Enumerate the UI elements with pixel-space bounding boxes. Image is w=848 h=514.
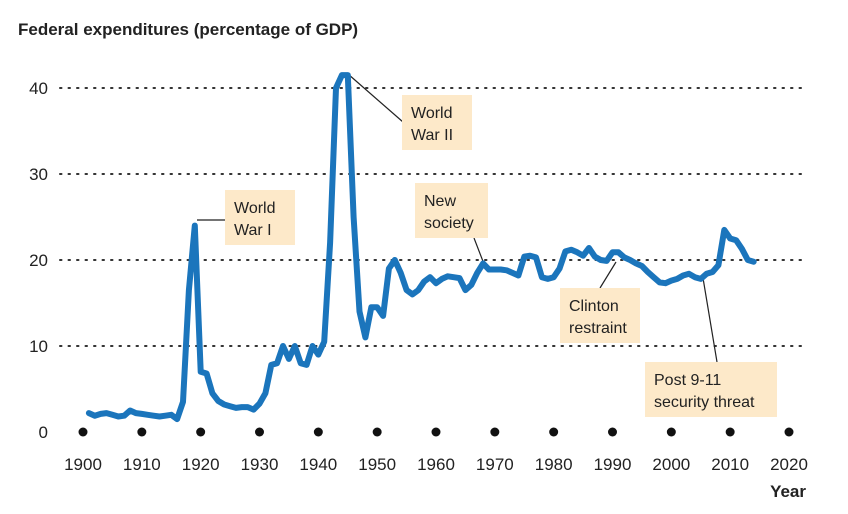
x-tick-label: 1990: [594, 455, 632, 474]
annotation-background: [225, 190, 295, 245]
x-tick-dot: [137, 427, 147, 437]
x-tick-label: 1950: [358, 455, 396, 474]
annotation-box: World War I: [225, 190, 295, 245]
x-axis-dots: [78, 427, 794, 437]
y-tick-label: 40: [29, 79, 48, 98]
x-tick-label: 1940: [299, 455, 337, 474]
annotation-box: New society: [415, 183, 488, 238]
x-tick-dot: [784, 427, 794, 437]
x-tick-label: 1980: [535, 455, 573, 474]
y-tick-label: 0: [39, 423, 48, 442]
annotation-leader: [473, 237, 485, 265]
x-tick-dot: [372, 427, 382, 437]
annotation-label: Clinton: [569, 298, 619, 315]
annotation-box: Post 9-11 security threat: [645, 362, 777, 417]
annotation-label: restraint: [569, 320, 627, 337]
x-axis-label: Year: [770, 482, 806, 501]
x-tick-label: 1900: [64, 455, 102, 474]
annotation-leader-lines: [197, 73, 718, 363]
annotation-box: World War II: [402, 95, 472, 150]
x-tick-label: 1910: [123, 455, 161, 474]
x-axis-ticks: 1900 1910 1920 1930 1940 1950 1960 1970 1980 1990…: [64, 455, 808, 474]
x-tick-label: 2020: [770, 455, 808, 474]
annotation-label: Post 9-11: [654, 372, 721, 389]
annotation-leader: [347, 73, 404, 123]
x-tick-label: 1930: [241, 455, 279, 474]
grid-lines: [59, 87, 809, 347]
annotation-label: War II: [411, 127, 453, 144]
x-tick-dot: [608, 427, 617, 437]
x-tick-dot: [78, 427, 88, 437]
annotation-background: [560, 288, 640, 343]
y-axis-ticks: 0 10 20 30 40: [29, 79, 48, 442]
annotation-background: [645, 362, 777, 417]
x-tick-dot: [431, 427, 441, 437]
x-tick-dot: [255, 427, 264, 437]
x-tick-dot: [725, 427, 735, 437]
annotation-label: New: [424, 193, 456, 210]
x-tick-label: 1970: [476, 455, 514, 474]
x-tick-dot: [666, 427, 676, 437]
series-line: [85, 72, 757, 423]
annotation-background: [415, 183, 488, 238]
y-tick-label: 20: [29, 251, 48, 270]
annotation-box: Clinton restraint: [560, 288, 640, 343]
x-tick-dot: [490, 427, 500, 437]
annotation-label: World: [234, 200, 276, 217]
annotation-label: War I: [234, 222, 272, 239]
x-tick-label: 1920: [182, 455, 220, 474]
annotation-background: [402, 95, 472, 150]
annotation-leader: [599, 261, 617, 289]
x-tick-dot: [196, 427, 206, 437]
annotation-leader: [702, 277, 718, 363]
y-tick-label: 30: [29, 165, 48, 184]
x-tick-dot: [549, 427, 559, 437]
annotations: World War I World War II New society Clinton re…: [225, 95, 777, 417]
x-tick-label: 2000: [652, 455, 690, 474]
annotation-label: security threat: [654, 394, 755, 411]
y-tick-label: 10: [29, 337, 48, 356]
annotation-label: society: [424, 215, 474, 232]
x-tick-dot: [313, 427, 323, 437]
x-tick-label: 1960: [417, 455, 455, 474]
annotation-label: World: [411, 105, 453, 122]
x-tick-label: 2010: [711, 455, 749, 474]
chart-title: Federal expenditures (percentage of GDP): [18, 20, 358, 39]
